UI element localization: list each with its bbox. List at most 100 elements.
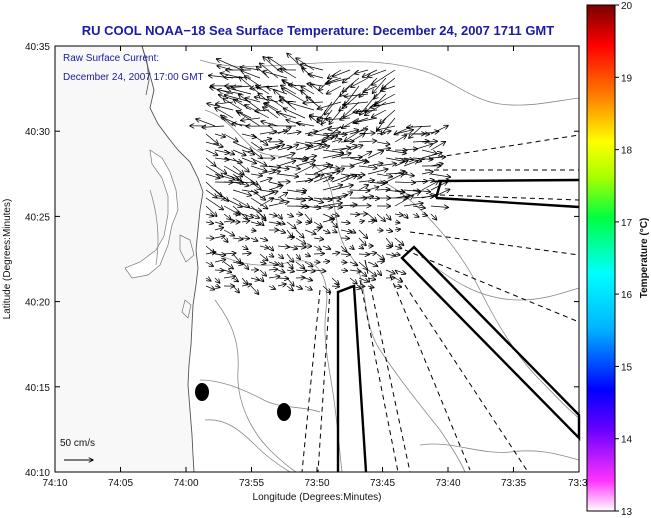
current-vector xyxy=(372,77,387,94)
current-vector xyxy=(232,285,239,293)
y-tick-label: 40:10 xyxy=(25,468,50,479)
current-vector xyxy=(340,222,350,223)
current-vector xyxy=(430,142,446,151)
current-vector xyxy=(322,185,343,191)
x-tick-label: 73:45 xyxy=(370,478,395,489)
current-vector xyxy=(322,172,340,175)
current-vector xyxy=(340,270,348,271)
current-vector xyxy=(295,206,309,207)
current-vector xyxy=(268,286,275,289)
current-vector xyxy=(385,213,391,220)
current-vector xyxy=(205,149,218,155)
current-vector xyxy=(223,253,236,254)
current-vector xyxy=(322,125,342,142)
current-vector xyxy=(241,173,258,185)
current-vector xyxy=(403,203,423,207)
current-vector xyxy=(214,259,226,262)
current-vector xyxy=(260,278,264,282)
x-tick-label: 74:05 xyxy=(108,478,133,489)
current-vector xyxy=(214,277,220,283)
current-vector xyxy=(295,190,307,191)
current-vector xyxy=(250,181,261,190)
current-vector xyxy=(256,85,270,95)
inlet-outline xyxy=(179,234,195,319)
current-vector xyxy=(268,269,278,270)
current-vector xyxy=(301,86,315,95)
current-vector xyxy=(232,278,238,282)
current-vector xyxy=(421,172,433,175)
current-vector xyxy=(304,197,323,203)
current-vector xyxy=(215,108,234,119)
current-vector xyxy=(358,185,368,191)
current-vector xyxy=(269,245,274,251)
current-vector xyxy=(277,246,289,247)
current-vector xyxy=(245,98,261,103)
current-vector xyxy=(376,213,385,221)
current-vector xyxy=(259,170,276,175)
current-vector xyxy=(367,169,388,175)
current-vector xyxy=(349,286,361,288)
current-vector xyxy=(282,88,306,103)
current-vector xyxy=(340,130,359,135)
current-vector xyxy=(412,196,434,198)
x-tick-label: 73:40 xyxy=(435,478,460,489)
current-vector xyxy=(394,269,406,274)
current-vector xyxy=(367,286,374,288)
current-vector xyxy=(241,253,251,254)
current-vector xyxy=(238,112,261,127)
current-vector xyxy=(358,141,377,142)
current-vector xyxy=(340,205,357,206)
current-vector xyxy=(250,230,256,231)
current-vector xyxy=(295,237,306,244)
current-vector xyxy=(376,182,387,183)
current-vector xyxy=(430,189,450,199)
current-vector xyxy=(205,286,215,290)
current-vector xyxy=(214,158,229,160)
current-vector xyxy=(313,238,324,239)
current-vector xyxy=(331,221,337,228)
current-vector xyxy=(250,213,259,218)
current-vector xyxy=(382,77,396,89)
current-vector xyxy=(217,66,234,71)
current-vector xyxy=(205,173,220,178)
current-vector xyxy=(232,189,251,196)
current-vector xyxy=(350,246,354,249)
current-vector xyxy=(331,139,342,142)
y-axis: 40:35 40:30 40:25 40:20 40:15 40:10 Lati… xyxy=(2,42,579,479)
current-vector xyxy=(376,253,384,259)
current-vector xyxy=(304,144,322,151)
current-vector xyxy=(250,197,268,209)
current-vector xyxy=(259,262,266,264)
current-vector xyxy=(259,198,274,207)
current-vector xyxy=(394,135,407,143)
current-vector xyxy=(412,206,425,208)
current-vector xyxy=(340,175,357,183)
current-vector xyxy=(421,149,437,154)
current-vector xyxy=(259,269,266,276)
current-vector xyxy=(375,93,396,105)
current-vector xyxy=(214,286,220,287)
current-vector xyxy=(223,197,242,207)
current-vector xyxy=(278,213,282,219)
current-vector xyxy=(340,262,347,263)
current-vector xyxy=(317,101,342,109)
current-vector xyxy=(322,198,341,199)
current-vector xyxy=(331,168,344,175)
current-vector xyxy=(232,141,253,151)
current-vector xyxy=(259,190,274,192)
current-vector xyxy=(313,270,326,271)
current-vector xyxy=(241,246,248,249)
current-vector xyxy=(216,59,243,71)
current-vector xyxy=(356,110,378,112)
current-vector xyxy=(358,152,372,159)
current-vector xyxy=(349,174,365,175)
current-vector xyxy=(250,278,259,280)
current-vector xyxy=(304,131,318,134)
current-vector xyxy=(351,77,369,87)
current-vector xyxy=(241,261,249,269)
current-vector xyxy=(403,161,418,167)
current-vector xyxy=(268,144,284,151)
temperature-colorbar: 20 19 18 17 16 15 14 13 Temperature (°C) xyxy=(586,1,650,518)
current-vector xyxy=(359,77,378,97)
current-vector xyxy=(349,214,360,215)
